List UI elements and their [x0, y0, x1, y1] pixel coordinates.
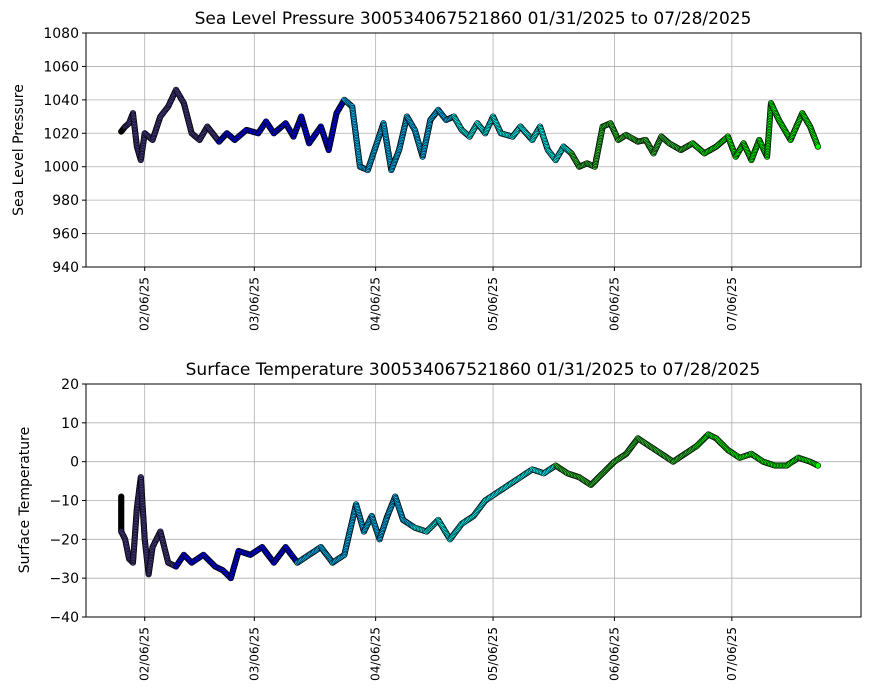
pressure-data-point: [814, 143, 822, 150]
pressure-y-tick-label: 1080: [43, 26, 79, 42]
temperature-x-tick-label: 07/06/25: [725, 627, 739, 681]
temperature-chart: −40 −30 −20 −10 0 10 20 02/06/25 03/06/25 04/06/…: [17, 360, 862, 681]
pressure-x-tick-label: 02/06/25: [138, 277, 152, 331]
pressure-series: [118, 86, 822, 174]
temperature-y-tick-label: −40: [49, 610, 79, 626]
pressure-y-tick-label: 1020: [43, 126, 79, 142]
temperature-y-axis-label: Surface Temperature: [17, 427, 33, 573]
pressure-y-tick-label: 1040: [43, 93, 79, 109]
pressure-x-tick-label: 05/06/25: [486, 277, 500, 331]
temperature-x-tick-label: 04/06/25: [369, 627, 383, 681]
temperature-x-tick-label: 03/06/25: [247, 627, 261, 681]
pressure-y-tick-label: 940: [52, 260, 79, 276]
pressure-x-tick-label: 06/06/25: [607, 277, 621, 331]
temperature-y-tick-label: −30: [49, 571, 79, 587]
temperature-series: [118, 431, 822, 582]
temperature-y-tick-label: −20: [49, 532, 79, 548]
pressure-x-tick-label: 04/06/25: [369, 277, 383, 331]
pressure-y-tick-label: 1060: [43, 59, 79, 75]
pressure-y-axis-label: Sea Level Pressure: [11, 84, 27, 216]
pressure-x-tick-label: 07/06/25: [725, 277, 739, 331]
temperature-x-axis: 02/06/25 03/06/25 04/06/25 05/06/25 06/06/25…: [138, 617, 739, 681]
pressure-y-tick-label: 980: [52, 193, 79, 209]
temperature-y-tick-label: 20: [61, 377, 79, 393]
temperature-chart-title: Surface Temperature 300534067521860 01/3…: [186, 360, 761, 380]
temperature-x-tick-label: 06/06/25: [607, 627, 621, 681]
pressure-chart-title: Sea Level Pressure 300534067521860 01/31…: [195, 9, 752, 29]
temperature-x-tick-label: 05/06/25: [486, 627, 500, 681]
temperature-y-tick-label: 10: [61, 416, 79, 432]
pressure-chart: 940 960 980 1000 1020 1040 1060 1080 02/06/25 03…: [11, 9, 862, 331]
pressure-y-tick-label: 1000: [43, 160, 79, 176]
temperature-y-tick-label: 0: [70, 455, 79, 471]
temperature-y-axis: −40 −30 −20 −10 0 10 20: [49, 377, 86, 626]
pressure-axes-frame: [85, 32, 862, 268]
temperature-y-tick-label: −10: [49, 494, 79, 510]
pressure-y-axis: 940 960 980 1000 1020 1040 1060 1080: [43, 26, 86, 276]
pressure-x-axis: 02/06/25 03/06/25 04/06/25 05/06/25 06/06/25…: [138, 267, 739, 331]
temperature-grid: [86, 383, 861, 618]
temperature-x-tick-label: 02/06/25: [138, 627, 152, 681]
pressure-x-tick-label: 03/06/25: [247, 277, 261, 331]
pressure-y-tick-label: 960: [52, 227, 79, 243]
temperature-data-point: [814, 462, 822, 469]
